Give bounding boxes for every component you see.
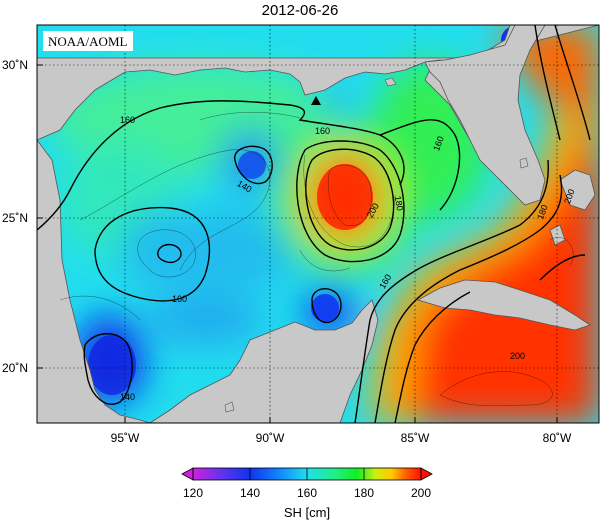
grid-lines xyxy=(37,25,599,423)
lat-label-30n: 30˚N xyxy=(2,58,28,72)
contour-label: 180 xyxy=(535,203,550,221)
observation-marker-icon xyxy=(311,96,321,105)
contour-label: 200 xyxy=(562,188,577,206)
contour-label: 200 xyxy=(510,351,525,361)
contour-label: 180 xyxy=(393,195,405,212)
colorbar-unit-label: SH [cm] xyxy=(284,505,330,520)
contour-label: 140 xyxy=(120,392,135,402)
land-masses xyxy=(37,25,599,423)
axis-ticks xyxy=(37,64,558,423)
sea-height-field xyxy=(37,25,599,423)
coastal-islands xyxy=(224,77,529,413)
colorbar-tick: 140 xyxy=(240,486,260,500)
credit-box xyxy=(43,31,133,51)
colorbar-tick: 160 xyxy=(297,486,317,500)
lon-label-90w: 90˚W xyxy=(256,431,285,445)
contour-label: 160 xyxy=(172,294,187,304)
credit-label: NOAA/AOML xyxy=(48,34,128,49)
cuba xyxy=(416,279,591,331)
colorbar-tick: 200 xyxy=(411,486,431,500)
florida-peninsula xyxy=(424,25,599,206)
lat-label-25n: 25˚N xyxy=(2,211,28,225)
contour-label: 160 xyxy=(120,115,135,125)
map-border xyxy=(36,24,600,424)
colorbar: 120 140 160 180 200 SH [cm] xyxy=(181,467,433,520)
contour-label: 160 xyxy=(431,135,446,153)
lon-label-80w: 80˚W xyxy=(543,431,572,445)
colorbar-tick: 180 xyxy=(354,486,374,500)
lat-label-20n: 20˚N xyxy=(2,361,28,375)
contour-label: 160 xyxy=(315,126,330,136)
bahamas xyxy=(549,169,596,246)
map-title: 2012-06-26 xyxy=(261,2,339,19)
lon-label-95w: 95˚W xyxy=(111,431,140,445)
colorbar-tick: 120 xyxy=(183,486,203,500)
lon-label-85w: 85˚W xyxy=(401,431,430,445)
